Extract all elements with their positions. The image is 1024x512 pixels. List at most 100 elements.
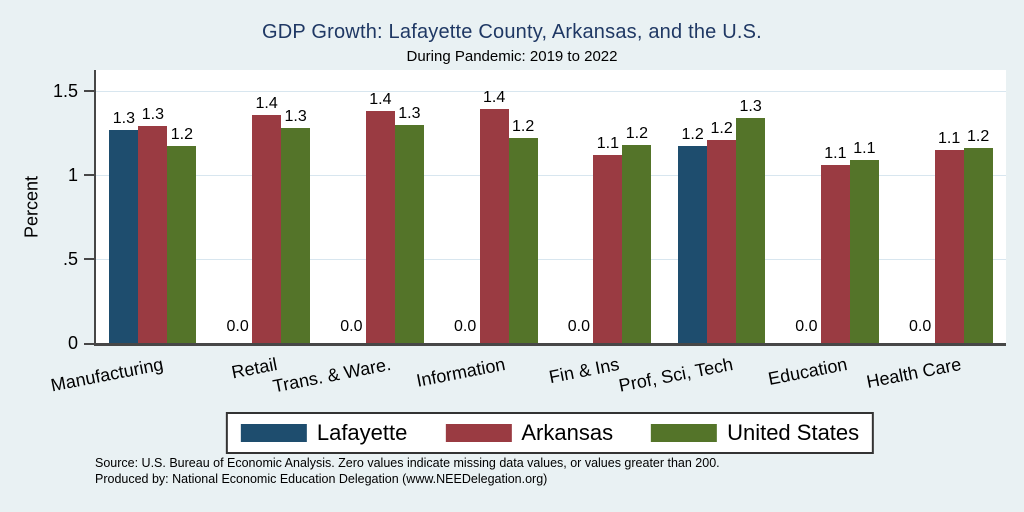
bar-value-label: 1.2 xyxy=(625,124,648,142)
bar-slot: 1.2 xyxy=(963,70,993,343)
bar-slot: 0.0 xyxy=(906,70,935,343)
y-tick-label: 0 xyxy=(67,333,78,353)
gridline xyxy=(96,259,1006,260)
bar-value-label: 1.2 xyxy=(967,128,990,146)
bar xyxy=(252,114,282,343)
bar-slot: 1.2 xyxy=(508,70,538,343)
bar-slot: 1.2 xyxy=(167,70,197,343)
x-category-label: Manufacturing xyxy=(49,354,165,396)
bar-value-label: 1.3 xyxy=(112,109,135,127)
bar-slot: 1.3 xyxy=(109,70,139,343)
bar xyxy=(820,164,850,343)
bar-value-label: 1.3 xyxy=(141,106,164,124)
bar-value-label: 1.4 xyxy=(255,94,278,112)
bar-group: 0.0 1.1 1.1 xyxy=(779,70,893,343)
bar-slot: 1.3 xyxy=(394,70,424,343)
bar-slot: 1.3 xyxy=(281,70,311,343)
bar-slot: 1.3 xyxy=(736,70,766,343)
bar-value-label: 1.2 xyxy=(512,118,535,136)
bar-series-layer: 1.3 1.3 1.2 0.0 1.4 1.3 0.0 1.4 1.3 0.0 1.4 1.2 0.0 1… xyxy=(96,70,1006,343)
bar xyxy=(281,127,311,343)
legend-label: Arkansas xyxy=(521,420,614,445)
bar xyxy=(963,148,993,343)
legend-item: Lafayette xyxy=(240,420,408,445)
legend-item: United States xyxy=(651,421,859,445)
bar-value-label: 1.1 xyxy=(938,129,961,147)
y-axis-label: Percent xyxy=(21,175,42,238)
bar-slot: 1.4 xyxy=(365,70,395,343)
bar-slot: 1.2 xyxy=(707,70,737,343)
bar xyxy=(707,139,737,343)
bar-group: 0.0 1.4 1.2 xyxy=(437,70,551,343)
legend-label: United States xyxy=(727,420,860,445)
bar xyxy=(622,144,652,343)
bar-value-label: 0.0 xyxy=(226,318,249,335)
footnotes: Source: U.S. Bureau of Economic Analysis… xyxy=(95,456,720,487)
bar xyxy=(508,138,538,343)
legend-item: Arkansas xyxy=(445,421,613,445)
chart-title: GDP Growth: Lafayette County, Arkansas, … xyxy=(262,21,762,43)
x-category-label: Education xyxy=(766,354,849,389)
y-tick-label: 1.5 xyxy=(52,81,78,101)
y-tick xyxy=(84,258,94,260)
y-tick xyxy=(84,343,94,345)
y-tick-label: .5 xyxy=(62,249,78,269)
bar xyxy=(479,109,509,343)
legend-swatch xyxy=(445,424,512,442)
plot-area: Percent 1.3 1.3 1.2 0.0 1.4 1.3 0.0 1.4 1.3 0.0 1.… xyxy=(22,70,1006,352)
bar-value-label: 1.1 xyxy=(824,144,847,162)
bar-slot: 1.3 xyxy=(138,70,168,343)
bar xyxy=(849,159,879,343)
bar-value-label: 0.0 xyxy=(909,318,932,335)
bar-slot: 1.1 xyxy=(849,70,879,343)
bar-value-label: 1.1 xyxy=(596,134,619,152)
bar-value-label: 0.0 xyxy=(795,318,818,335)
bar-value-label: 1.3 xyxy=(284,107,307,125)
bar-slot: 1.1 xyxy=(593,70,623,343)
bar-group: 0.0 1.4 1.3 xyxy=(324,70,438,343)
legend-swatch xyxy=(240,424,307,442)
bar-value-label: 0.0 xyxy=(454,318,477,335)
bar-slot: 0.0 xyxy=(792,70,821,343)
bar-value-label: 1.4 xyxy=(483,89,506,107)
bar xyxy=(736,117,766,343)
legend: Lafayette Arkansas United States xyxy=(225,412,875,454)
bar-slot: 1.2 xyxy=(622,70,652,343)
bar-group: 0.0 1.1 1.2 xyxy=(892,70,1006,343)
source-note: Source: U.S. Bureau of Economic Analysis… xyxy=(95,456,720,470)
bar-slot: 0.0 xyxy=(451,70,480,343)
bar xyxy=(138,126,168,343)
bar xyxy=(593,154,623,343)
x-category-label: Trans. & Ware. xyxy=(271,354,393,397)
bar-value-label: 1.2 xyxy=(681,126,704,144)
bar-slot: 1.4 xyxy=(479,70,509,343)
bar xyxy=(934,149,964,343)
legend-label: Lafayette xyxy=(316,420,408,445)
bar-value-label: 1.3 xyxy=(739,97,762,115)
legend-swatch xyxy=(651,424,718,442)
bar-value-label: 1.2 xyxy=(170,126,193,144)
x-category-label: Prof, Sci, Tech xyxy=(617,354,735,396)
x-category-label: Information xyxy=(414,354,507,391)
bar xyxy=(167,146,197,343)
bar xyxy=(365,111,395,343)
bar-value-label: 1.2 xyxy=(710,119,733,137)
produced-by-note: Produced by: National Economic Education… xyxy=(95,471,548,486)
bar-slot: 0.0 xyxy=(337,70,366,343)
bar-value-label: 0.0 xyxy=(340,318,363,335)
bar-value-label: 1.3 xyxy=(398,104,421,122)
x-category-label: Fin & Ins xyxy=(547,354,621,388)
bar-group: 1.2 1.2 1.3 xyxy=(665,70,779,343)
y-tick xyxy=(84,90,94,92)
bar-group: 1.3 1.3 1.2 xyxy=(96,70,210,343)
bar xyxy=(394,124,424,343)
bar-value-label: 0.0 xyxy=(567,318,590,335)
gridline xyxy=(96,91,1006,92)
y-tick-label: 1 xyxy=(67,165,78,185)
bar xyxy=(109,129,139,343)
bar-group: 0.0 1.4 1.3 xyxy=(210,70,324,343)
bar-group: 0.0 1.1 1.2 xyxy=(551,70,665,343)
bar-slot: 1.1 xyxy=(934,70,964,343)
bar-value-label: 1.4 xyxy=(369,91,392,109)
chart-subtitle: During Pandemic: 2019 to 2022 xyxy=(406,48,618,65)
